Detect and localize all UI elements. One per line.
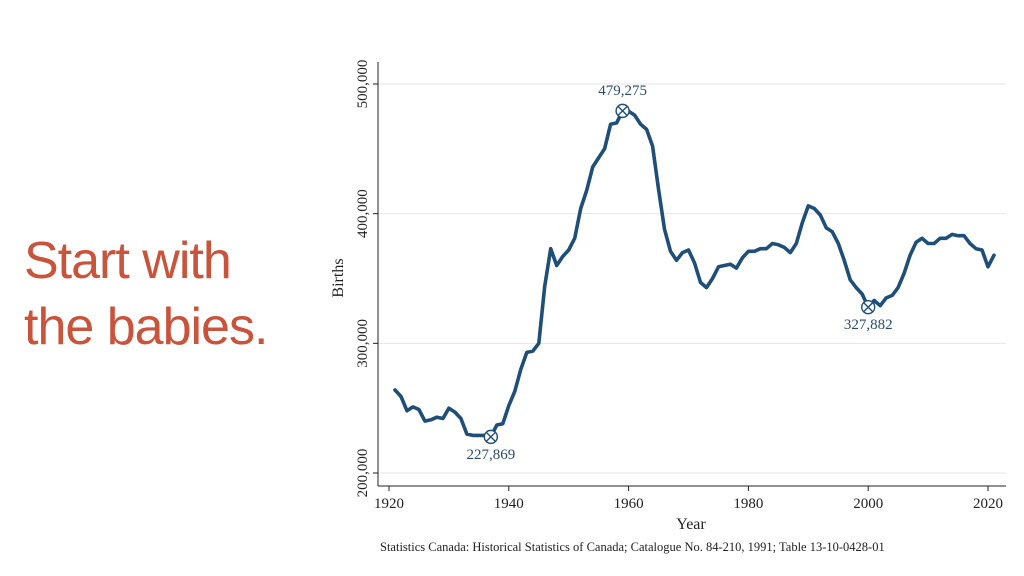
- x-tick-label: 2020: [973, 496, 1003, 512]
- annotation-marker: [615, 103, 630, 119]
- series-line-births: [393, 109, 996, 439]
- x-tick-label: 1920: [374, 496, 404, 512]
- source-note: Statistics Canada: Historical Statistics…: [380, 540, 885, 554]
- annotation-marker: [861, 299, 876, 315]
- annotation-label: 327,882: [844, 317, 893, 333]
- x-tick-label: 1940: [494, 496, 524, 512]
- x-tick-label: 1960: [614, 496, 644, 512]
- slide-headline: Start with the babies.: [24, 228, 268, 360]
- annotations: 227,869 479,275 327,882: [466, 83, 892, 463]
- y-tick-label: 200,000: [355, 449, 371, 498]
- annotation-marker: [483, 429, 499, 445]
- axis-ticks: 200,000 300,000 400,000 500,000 1920 1940 1960…: [355, 60, 1003, 512]
- y-tick-label: 500,000: [355, 60, 371, 109]
- headline-line-2: the babies.: [24, 298, 268, 356]
- headline-line-1: Start with: [24, 232, 232, 290]
- x-axis-title: Year: [676, 516, 706, 533]
- x-tick-label: 2000: [853, 496, 883, 512]
- y-tick-label: 400,000: [355, 189, 371, 238]
- x-tick-label: 1980: [733, 496, 763, 512]
- y-axis-title: Births: [330, 258, 347, 297]
- y-tick-label: 300,000: [355, 319, 371, 368]
- axes: [377, 62, 1006, 487]
- annotation-label: 227,869: [466, 447, 515, 463]
- annotation-label: 479,275: [598, 83, 647, 99]
- grid-lines: [378, 83, 1006, 474]
